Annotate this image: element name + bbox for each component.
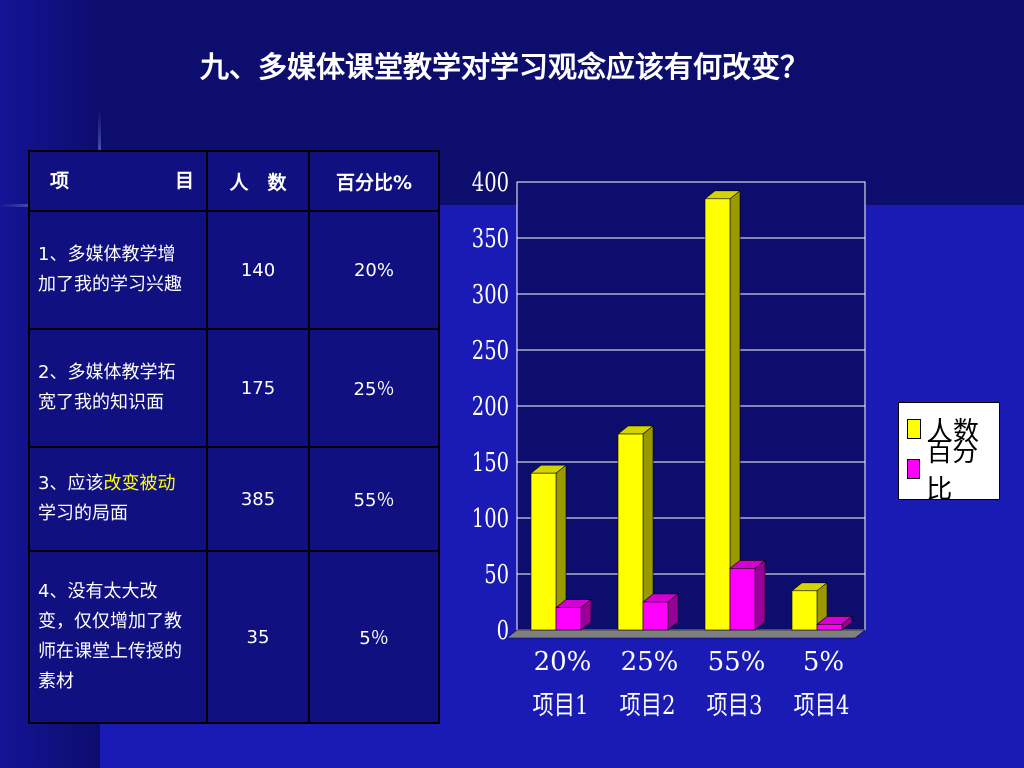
row-item: 4、没有太大改变，仅仅增加了教师在课堂上传授的素材 [28, 550, 208, 724]
bar-count [704, 198, 731, 631]
legend-swatch-percent [907, 459, 921, 479]
row-percent: 20% [308, 210, 440, 330]
chart-legend: 人数 百分比 [898, 402, 1000, 505]
legend-swatch-count [907, 419, 921, 439]
row-count: 35 [206, 550, 310, 724]
survey-table: 项 目 人 数 百分比% 1、多媒体教学增加了我的学习兴趣 140 20% 2、… [28, 150, 440, 724]
bar-percent [816, 624, 843, 631]
row-count: 140 [206, 210, 310, 330]
legend-label: 百分比 [926, 438, 979, 505]
row-item-text: 3、应该改变被动学习的局面 [38, 469, 188, 529]
row-item: 1、多媒体教学增加了我的学习兴趣 [28, 210, 208, 330]
table-header-row: 项 目 人 数 百分比% [28, 150, 440, 212]
row-item: 3、应该改变被动学习的局面 [28, 446, 208, 552]
chart-floor [506, 629, 866, 639]
header-item-left: 项 [50, 170, 70, 192]
row-item-suffix: 学习的局面 [38, 503, 128, 524]
bar-chart: 0 50 100 150 200 250 300 350 400 20% 项目1 25% 项目2 55% 项… [472, 170, 866, 721]
y-tick-label: 400 [472, 170, 509, 198]
bar-percent [642, 601, 669, 631]
slide-title: 九、多媒体课堂教学对学习观念应该有何改变？ [200, 50, 810, 84]
bar-count [791, 590, 818, 631]
x-tick-label: 项目4 [794, 691, 850, 721]
row-count: 385 [206, 446, 310, 552]
table-row: 3、应该改变被动学习的局面 385 55％ [28, 446, 440, 552]
y-tick-label: 100 [472, 504, 509, 533]
row-percent: 55％ [308, 446, 440, 552]
x-tick-label: 25% [621, 647, 679, 677]
highlight-text: 改变 [103, 473, 140, 494]
y-tick-label: 300 [472, 280, 509, 309]
table-row: 4、没有太大改变，仅仅增加了教师在课堂上传授的素材 35 5％ [28, 550, 440, 724]
row-item-text: 1、多媒体教学增加了我的学习兴趣 [38, 244, 182, 295]
row-percent: 25％ [308, 328, 440, 448]
legend-entry-percent: 百分比 [899, 438, 999, 505]
header-count: 人 数 [206, 150, 310, 212]
y-tick-label: 50 [484, 560, 509, 589]
header-percent: 百分比% [308, 150, 440, 212]
x-tick-label: 项目3 [707, 691, 763, 721]
x-tick-label: 项目1 [533, 691, 589, 721]
plot-area: 0 50 100 150 200 250 300 350 400 20% 项目1 25% 项目2 55% 项… [472, 170, 866, 721]
y-tick-label: 200 [472, 392, 509, 421]
bar-percent [729, 568, 756, 631]
row-item: 2、多媒体教学拓宽了我的知识面 [28, 328, 208, 448]
y-tick-label: 150 [472, 448, 509, 477]
row-item-text: 2、多媒体教学拓宽了我的知识面 [38, 362, 176, 413]
table-row: 2、多媒体教学拓宽了我的知识面 175 25％ [28, 328, 440, 448]
highlight-text: 被动 [139, 473, 176, 494]
bar-percent [555, 607, 582, 631]
x-tick-label: 55% [708, 647, 766, 677]
legend-label: 人数 [927, 416, 980, 447]
header-item: 项 目 [28, 150, 208, 212]
x-tick-label: 20% [534, 647, 592, 677]
x-tick-label: 5% [803, 647, 844, 677]
bar-count [617, 433, 644, 631]
legend-entry-count: 人数 [899, 409, 999, 449]
y-tick-label: 0 [497, 616, 509, 645]
y-tick-label: 350 [472, 224, 509, 253]
bar-percent-side [754, 559, 766, 631]
row-item-prefix: 3、应该 [38, 473, 104, 494]
header-item-right: 目 [174, 170, 194, 192]
x-tick-label: 项目2 [620, 691, 676, 721]
bar-count [530, 472, 557, 631]
table-row: 1、多媒体教学增加了我的学习兴趣 140 20% [28, 210, 440, 330]
y-tick-label: 250 [472, 336, 509, 365]
row-item-text: 4、没有太大改变，仅仅增加了教师在课堂上传授的素材 [38, 581, 182, 692]
row-percent: 5％ [308, 550, 440, 724]
row-count: 175 [206, 328, 310, 448]
